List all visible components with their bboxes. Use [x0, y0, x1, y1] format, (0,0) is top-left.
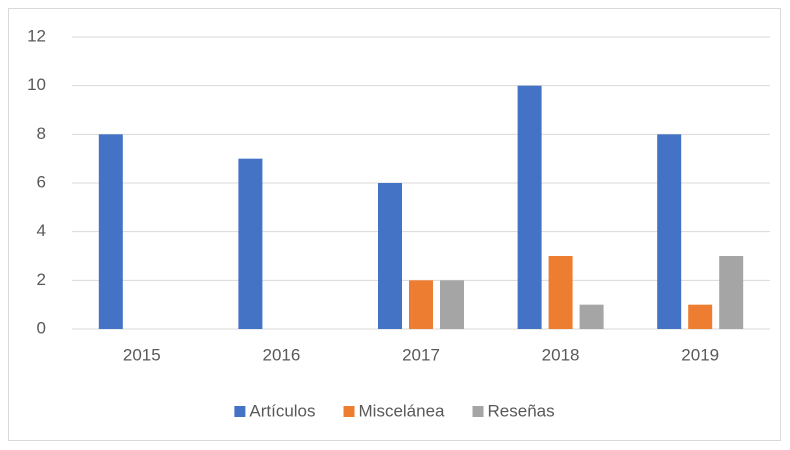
bar — [517, 85, 542, 330]
bar — [719, 256, 744, 329]
bar — [688, 304, 713, 329]
legend-label: Reseñas — [488, 401, 555, 420]
bar — [409, 280, 433, 329]
legend-label: Artículos — [249, 401, 315, 420]
bar — [98, 134, 123, 329]
y-tick-label: 2 — [37, 270, 46, 289]
bar — [238, 158, 263, 329]
y-tick-label: 0 — [37, 318, 46, 337]
bar — [440, 280, 464, 329]
bar — [378, 183, 402, 329]
y-tick-label: 10 — [27, 75, 46, 94]
y-tick-label: 6 — [37, 172, 46, 191]
legend-swatch — [234, 406, 246, 417]
legend-label: Miscelánea — [359, 401, 446, 420]
y-tick-label: 8 — [37, 124, 46, 143]
x-tick-label: 2019 — [681, 345, 719, 364]
x-tick-label: 2018 — [542, 345, 580, 364]
legend-swatch — [472, 406, 484, 417]
y-tick-label: 4 — [37, 221, 46, 240]
bar — [657, 134, 682, 329]
x-tick-label: 2017 — [402, 345, 440, 364]
x-tick-label: 2016 — [262, 345, 300, 364]
legend-swatch — [343, 406, 355, 417]
x-tick-label: 2015 — [123, 345, 161, 364]
y-tick-label: 12 — [27, 26, 46, 45]
bar — [548, 256, 573, 329]
bar — [579, 304, 604, 329]
